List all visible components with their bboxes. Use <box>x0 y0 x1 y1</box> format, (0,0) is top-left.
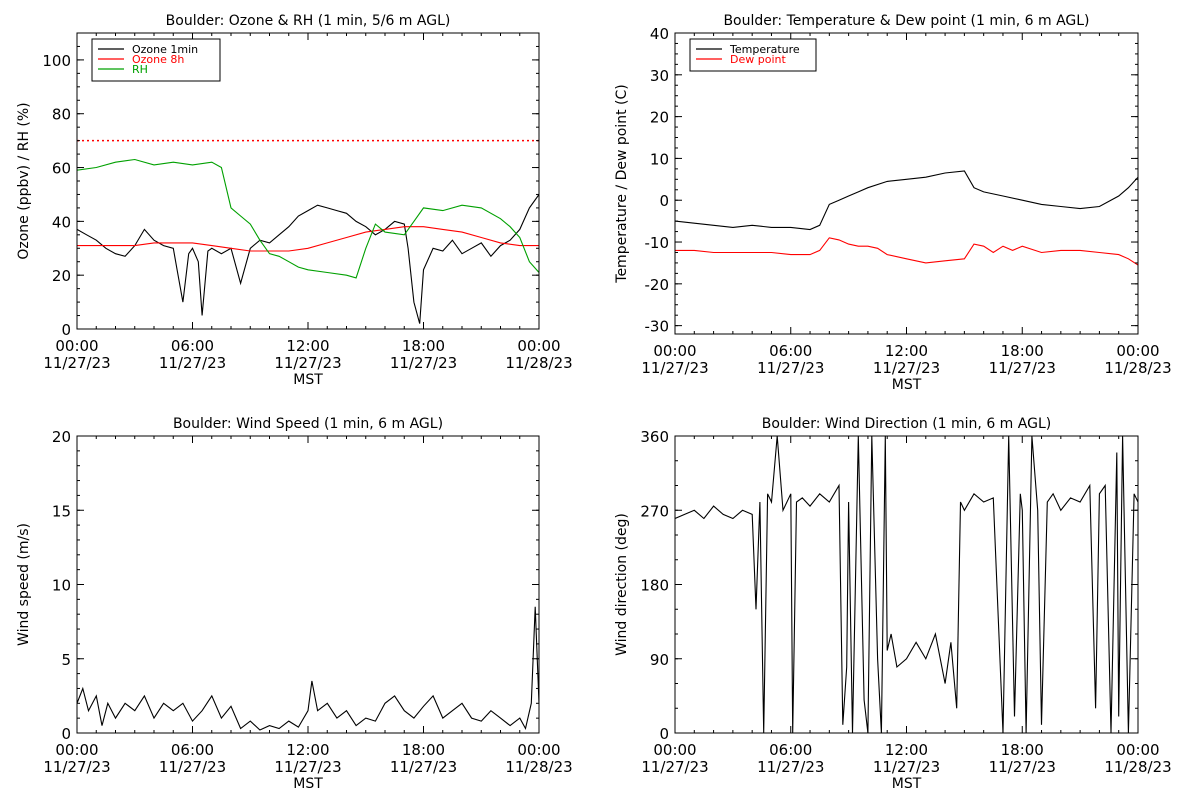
wdir-plot-frame <box>674 435 1139 734</box>
wdir-ylabel: Wind direction (deg) <box>614 513 630 656</box>
wspd-xtick-time: 00:00 <box>55 741 98 759</box>
temp-ytick-label: 30 <box>650 67 669 85</box>
wspd-xtick-time: 18:00 <box>402 741 445 759</box>
wspd-ytick-label: 10 <box>52 577 71 595</box>
wspd-series-line <box>77 606 539 731</box>
temp-ytick-label: 10 <box>650 150 669 168</box>
temp-xlabel: MST <box>892 377 922 393</box>
temp-legend-box <box>689 38 817 72</box>
wdir-xtick-date: 11/28/23 <box>1104 758 1171 776</box>
temp-xtick-date: 11/27/23 <box>757 359 824 377</box>
wdir-xtick-time: 18:00 <box>1001 741 1044 759</box>
temp-ytick-label: -20 <box>645 276 670 294</box>
wdir-xtick-time: 00:00 <box>1116 741 1159 759</box>
wdir-xtick-date: 11/27/23 <box>873 758 940 776</box>
temp-ytick-label: 20 <box>650 109 669 127</box>
ozone-xtick-date: 11/27/23 <box>43 354 110 372</box>
wspd-xlabel: MST <box>293 776 323 792</box>
wspd-xtick-time: 00:00 <box>517 741 560 759</box>
wspd-xtick-date: 11/27/23 <box>274 758 341 776</box>
wspd-title: Boulder: Wind Speed (1 min, 6 m AGL) <box>173 416 443 432</box>
temp-xtick-date: 11/28/23 <box>1104 359 1171 377</box>
temp-ytick-label: 40 <box>650 25 669 43</box>
temp-legend-label: Dew point <box>730 53 786 66</box>
ozone-xtick-time: 00:00 <box>55 337 98 355</box>
ozone-ylabel: Ozone (ppbv) / RH (%) <box>16 102 32 259</box>
ozone-ytick-label: 20 <box>52 267 71 285</box>
ozone-xtick-time: 12:00 <box>286 337 329 355</box>
wdir-xtick-time: 06:00 <box>769 741 812 759</box>
wspd-xtick-time: 06:00 <box>171 741 214 759</box>
wspd-xtick-date: 11/28/23 <box>505 758 572 776</box>
temp-series-dew-point <box>675 237 1138 266</box>
temp-xtick-time: 00:00 <box>1116 342 1159 360</box>
ozone-legend-label: Ozone 8h <box>132 53 184 66</box>
ozone-series-rh <box>77 158 539 279</box>
ozone-title: Boulder: Ozone & RH (1 min, 5/6 m AGL) <box>166 13 451 29</box>
temp-xtick-date: 11/27/23 <box>641 359 708 377</box>
temp-xtick-date: 11/27/23 <box>989 359 1056 377</box>
wspd-ytick-label: 5 <box>61 651 71 669</box>
ozone-ytick-label: 40 <box>52 213 71 231</box>
ozone-xlabel: MST <box>293 372 323 388</box>
wspd-ytick-label: 20 <box>52 428 71 446</box>
wdir-xtick-date: 11/27/23 <box>989 758 1056 776</box>
temp-xtick-time: 00:00 <box>653 342 696 360</box>
wdir-ytick-label: 270 <box>640 502 669 520</box>
wspd-xtick-date: 11/27/23 <box>159 758 226 776</box>
ozone-xtick-time: 18:00 <box>402 337 445 355</box>
wdir-xtick-date: 11/27/23 <box>757 758 824 776</box>
temp-ytick-label: 0 <box>659 192 669 210</box>
ozone-xtick-time: 06:00 <box>171 337 214 355</box>
wspd-xtick-date: 11/27/23 <box>390 758 457 776</box>
ozone-xtick-date: 11/27/23 <box>159 354 226 372</box>
temp-plot-frame <box>674 32 1139 335</box>
ozone-series-ozone-1min <box>77 194 539 324</box>
temp-ytick-label: -30 <box>645 318 670 336</box>
wdir-title: Boulder: Wind Direction (1 min, 6 m AGL) <box>762 416 1051 432</box>
wspd-ytick-label: 0 <box>61 725 71 743</box>
ozone-legend-label: Ozone 1min <box>132 43 198 56</box>
ozone-series-ozone-8h <box>77 226 539 252</box>
temp-title: Boulder: Temperature & Dew point (1 min,… <box>723 13 1089 29</box>
ozone-ytick-label: 60 <box>52 160 71 178</box>
ozone-ytick-label: 80 <box>52 106 71 124</box>
temp-series-temperature <box>675 170 1138 231</box>
wdir-ytick-label: 360 <box>640 428 669 446</box>
wdir-xlabel: MST <box>892 776 922 792</box>
wdir-xtick-time: 00:00 <box>653 741 696 759</box>
wdir-ytick-label: 90 <box>650 651 669 669</box>
ozone-ytick-label: 0 <box>61 321 71 339</box>
wdir-xtick-date: 11/27/23 <box>641 758 708 776</box>
wspd-plot-frame <box>76 435 540 734</box>
ozone-legend-label: RH <box>132 63 148 76</box>
wspd-xtick-time: 12:00 <box>286 741 329 759</box>
temp-ylabel: Temperature / Dew point (C) <box>614 84 630 283</box>
wdir-xtick-time: 12:00 <box>885 741 928 759</box>
temp-xtick-time: 06:00 <box>769 342 812 360</box>
temp-xtick-time: 18:00 <box>1001 342 1044 360</box>
temp-legend-label: Temperature <box>729 43 800 56</box>
ozone-ytick-label: 100 <box>42 52 71 70</box>
ozone-xtick-date: 11/27/23 <box>390 354 457 372</box>
wdir-ytick-label: 180 <box>640 577 669 595</box>
temp-xtick-date: 11/27/23 <box>873 359 940 377</box>
ozone-xtick-time: 00:00 <box>517 337 560 355</box>
temp-xtick-time: 12:00 <box>885 342 928 360</box>
ozone-legend-box <box>91 38 221 82</box>
wspd-ylabel: Wind speed (m/s) <box>16 523 32 646</box>
temp-ytick-label: -10 <box>645 234 670 252</box>
wspd-ytick-label: 15 <box>52 502 71 520</box>
wdir-ytick-label: 0 <box>659 725 669 743</box>
ozone-xtick-date: 11/28/23 <box>505 354 572 372</box>
ozone-xtick-date: 11/27/23 <box>274 354 341 372</box>
wspd-xtick-date: 11/27/23 <box>43 758 110 776</box>
wdir-series-line <box>675 436 1138 733</box>
